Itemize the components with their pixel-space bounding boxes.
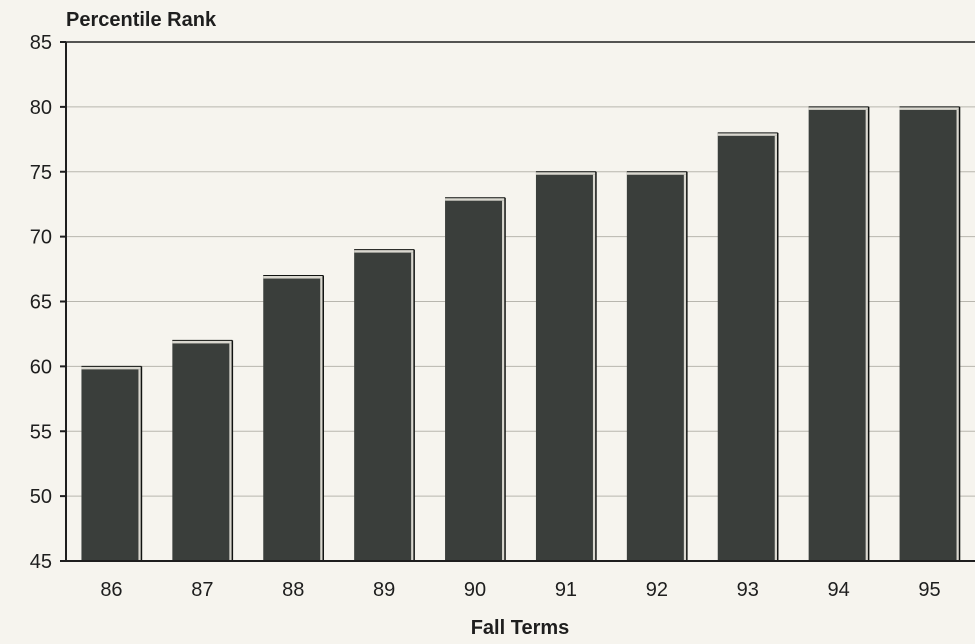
y-tick-label: 75 [30,162,52,184]
bar [535,171,597,561]
bar [263,275,324,561]
y-tick-labels: 45 50 55 60 65 70 75 80 85 [30,32,52,573]
bar-body [535,171,596,561]
bar-top-highlight [626,171,687,175]
bar-top-highlight [81,366,142,370]
bar-body [717,132,778,561]
bar-side-highlight [411,252,415,561]
bar-top-highlight [808,106,869,110]
bar-side-highlight [956,109,960,561]
bar-top-highlight [445,197,506,201]
y-tick-label: 55 [30,421,52,443]
bar [354,249,415,561]
bar [626,171,688,561]
bar-body [626,171,687,561]
x-tick-label: 92 [646,579,668,601]
bar-side-highlight [592,174,596,561]
bar-body [899,106,960,561]
y-tick-label: 50 [30,486,52,508]
y-tick-label: 80 [30,97,52,119]
y-axis-title: Percentile Rank [66,9,217,31]
bar-side-highlight [683,174,687,561]
bar-top-highlight [899,106,960,110]
bar [899,106,961,561]
bar [172,339,234,561]
bar [717,132,779,561]
bar-side-highlight [320,278,324,561]
x-tick-label: 87 [191,579,213,601]
y-tick-label: 60 [30,356,52,378]
bar [808,106,870,561]
x-tick-label: 93 [737,579,759,601]
bar-body [354,249,415,561]
bar-side-highlight [865,109,869,561]
x-tick-label: 95 [918,579,940,601]
bar-top-highlight [172,340,233,344]
bar-top-highlight [263,275,324,279]
bar-top-highlight [354,249,415,253]
x-tick-label: 94 [828,579,850,601]
bars [81,106,961,561]
bar-top-highlight [535,171,596,175]
bar-side-highlight [229,343,233,561]
bar-body [172,340,233,561]
bar [81,365,143,561]
y-tick-label: 65 [30,292,52,314]
bar-side-highlight [774,135,778,561]
axes [60,41,975,562]
bar-top-highlight [717,132,778,136]
x-tick-label: 90 [464,579,486,601]
y-tick-label: 45 [30,551,52,573]
bar-side-highlight [502,200,506,561]
x-tick-label: 86 [100,579,122,601]
bar-body [445,197,506,561]
x-tick-label: 91 [555,579,577,601]
y-tick-label: 85 [30,32,52,54]
x-axis-title: Fall Terms [471,617,570,639]
bar-body [263,275,324,561]
y-tick-label: 70 [30,227,52,249]
bar-body [81,366,142,561]
x-tick-label: 89 [373,579,395,601]
bar [445,197,506,561]
bar-side-highlight [138,369,142,561]
bar-body [808,106,869,561]
x-tick-label: 88 [282,579,304,601]
x-tick-labels: 86 87 88 89 90 91 92 93 94 95 [100,579,940,601]
